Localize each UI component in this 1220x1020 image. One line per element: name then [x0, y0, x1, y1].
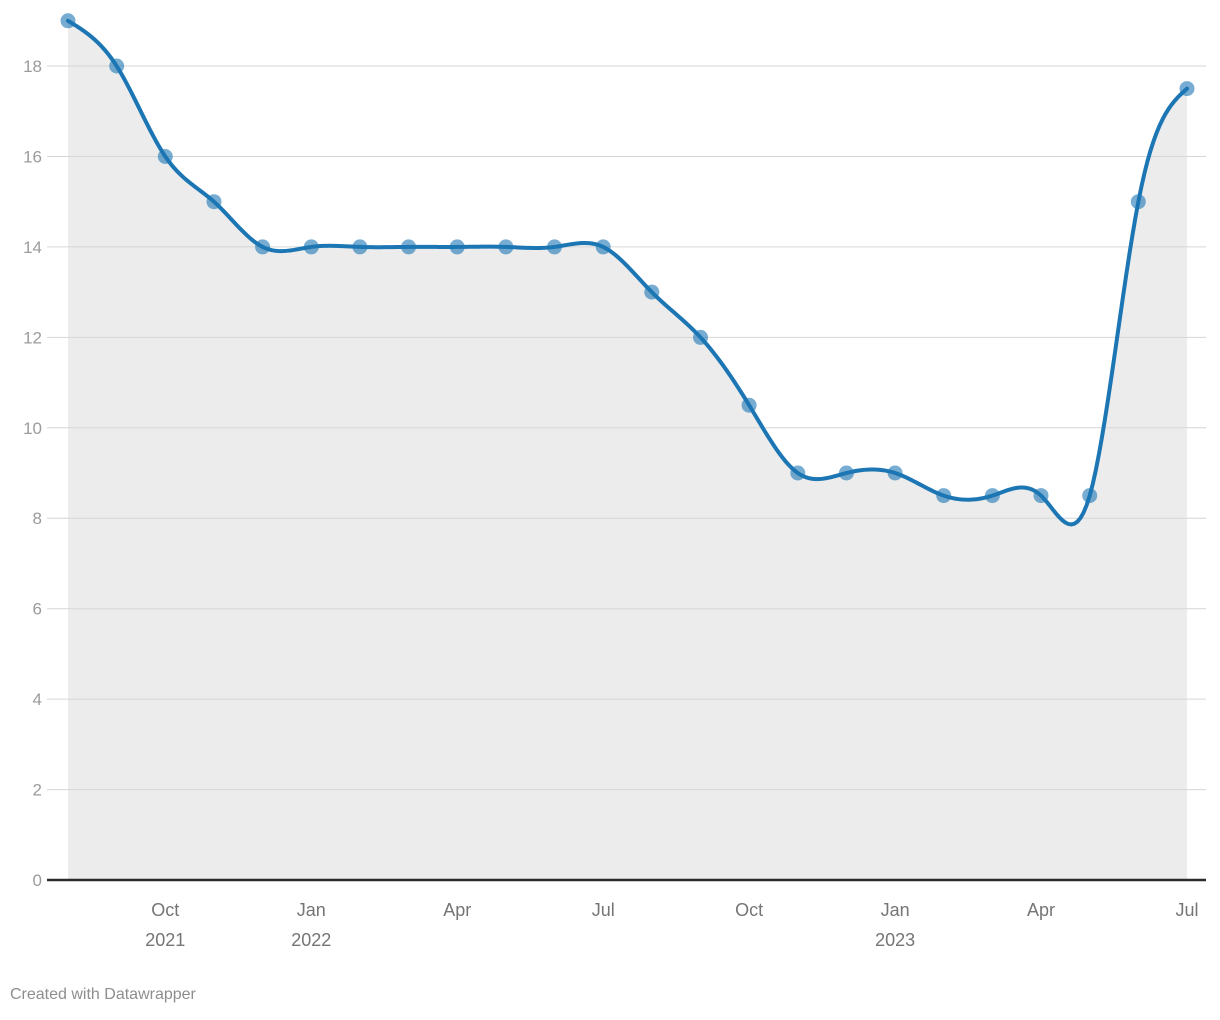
x-tick-month-label: Oct: [151, 900, 179, 920]
x-tick-year-label: 2022: [291, 930, 331, 950]
data-point[interactable]: [936, 488, 952, 504]
data-point[interactable]: [109, 58, 125, 74]
y-tick-label: 10: [23, 419, 42, 438]
data-point[interactable]: [984, 488, 1000, 504]
data-point[interactable]: [352, 239, 368, 255]
y-tick-label: 12: [23, 328, 42, 347]
x-tick-month-label: Apr: [1027, 900, 1055, 920]
data-point[interactable]: [838, 465, 854, 481]
attribution-text: Created with Datawrapper: [10, 986, 196, 1003]
data-point[interactable]: [303, 239, 319, 255]
data-point[interactable]: [206, 194, 222, 210]
data-point[interactable]: [1130, 194, 1146, 210]
x-tick-year-label: 2023: [875, 930, 915, 950]
data-point[interactable]: [449, 239, 465, 255]
data-point[interactable]: [157, 149, 173, 164]
x-tick-month-label: Apr: [443, 900, 471, 920]
x-tick-month-label: Jul: [1175, 900, 1198, 920]
area-fill: [68, 20, 1187, 880]
data-point[interactable]: [401, 239, 417, 255]
data-point[interactable]: [1179, 81, 1195, 97]
data-point[interactable]: [790, 465, 806, 481]
x-tick-month-label: Oct: [735, 900, 763, 920]
data-point[interactable]: [595, 239, 611, 255]
y-tick-label: 0: [33, 871, 42, 890]
y-tick-label: 14: [23, 238, 42, 257]
y-tick-label: 2: [33, 781, 42, 800]
data-point[interactable]: [60, 13, 76, 29]
line-chart-svg: 0 2 4 6 8 10 12 14 16 18 Oct 2021 Jan 2022 Apr Jul Oct Ja…: [23, 13, 1206, 950]
data-point[interactable]: [741, 397, 757, 413]
data-point[interactable]: [1082, 488, 1098, 504]
data-point[interactable]: [693, 329, 708, 345]
y-tick-label: 16: [23, 148, 42, 167]
x-tick-month-label: Jul: [592, 900, 615, 920]
x-tick-month-label: Jan: [297, 900, 326, 920]
data-point[interactable]: [887, 465, 903, 481]
data-line: [66, 18, 1189, 527]
x-tick-year-label: 2021: [145, 930, 185, 950]
data-point[interactable]: [498, 239, 514, 255]
data-point[interactable]: [1033, 488, 1049, 504]
y-tick-label: 6: [33, 600, 42, 619]
y-tick-label: 18: [23, 57, 42, 76]
data-point[interactable]: [255, 239, 271, 255]
data-point[interactable]: [644, 284, 660, 300]
y-tick-label: 4: [33, 690, 42, 709]
y-tick-label: 8: [33, 509, 42, 528]
x-tick-month-label: Jan: [881, 900, 910, 920]
data-point[interactable]: [547, 239, 562, 255]
